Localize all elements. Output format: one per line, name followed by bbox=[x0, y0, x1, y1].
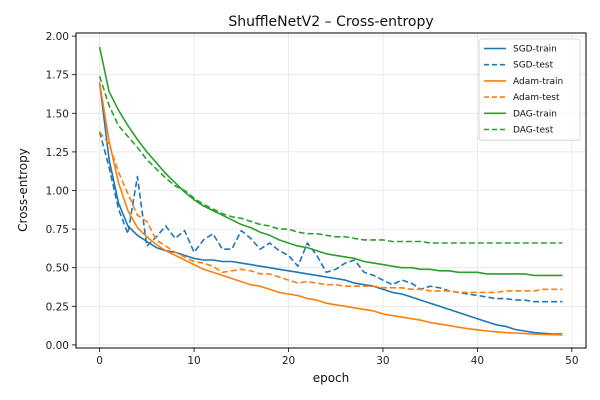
x-tick-label: 40 bbox=[471, 355, 484, 367]
grid bbox=[76, 33, 586, 348]
series-line-dag-train bbox=[98, 46, 563, 277]
y-tick-label: 1.75 bbox=[46, 70, 69, 82]
legend-label: DAG-train bbox=[513, 109, 557, 119]
y-tick-label: 1.50 bbox=[46, 108, 69, 120]
y-tick-label: 0.50 bbox=[46, 263, 69, 275]
axis-ticks: 0 10 20 30 40 50 0.00 0.25 0.50 0.75 1.00 1.25 1.50 1… bbox=[46, 31, 579, 367]
x-tick-label: 50 bbox=[565, 355, 578, 367]
y-tick-label: 0.00 bbox=[46, 340, 69, 352]
y-axis-label: Cross-entropy bbox=[16, 148, 30, 232]
legend-label: SGD-train bbox=[513, 45, 557, 55]
legend-label: Adam-train bbox=[513, 77, 563, 87]
x-tick-label: 0 bbox=[96, 355, 103, 367]
x-axis-label: epoch bbox=[313, 371, 350, 385]
chart-title: ShuffleNetV2 – Cross-entropy bbox=[228, 14, 433, 30]
legend-label: Adam-test bbox=[513, 93, 560, 103]
plot-lines bbox=[98, 46, 563, 336]
series-line-adam-train bbox=[98, 82, 563, 336]
y-tick-label: 1.00 bbox=[46, 186, 69, 198]
x-tick-label: 10 bbox=[187, 355, 200, 367]
y-tick-label: 0.75 bbox=[46, 224, 69, 236]
x-tick-label: 30 bbox=[376, 355, 389, 367]
series-line-adam-test bbox=[98, 131, 563, 294]
legend-label: SGD-test bbox=[513, 61, 554, 71]
y-tick-label: 0.25 bbox=[46, 301, 69, 313]
y-tick-label: 1.25 bbox=[46, 147, 69, 159]
series-line-sgd-test bbox=[98, 131, 563, 303]
y-tick-label: 2.00 bbox=[46, 31, 69, 43]
legend-label: DAG-test bbox=[513, 126, 554, 136]
x-tick-label: 20 bbox=[282, 355, 295, 367]
series-line-dag-test bbox=[98, 75, 563, 244]
legend: SGD-train SGD-test Adam-train Adam-test DAG-… bbox=[478, 38, 581, 141]
